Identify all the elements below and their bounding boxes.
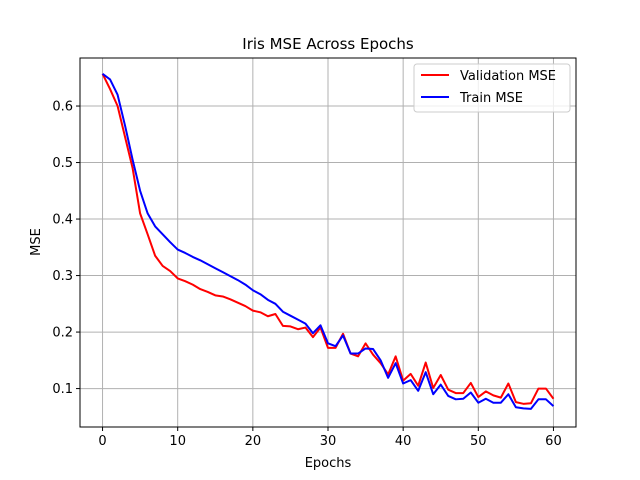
x-axis-label: Epochs [305, 456, 352, 471]
axis-ticks: 0 10 20 30 40 50 60 0.1 0.2 0.3 0.4 0.5 0.6 [52, 100, 561, 449]
y-tick-label: 0.5 [52, 156, 73, 171]
legend-label-train: Train MSE [459, 91, 523, 106]
grid-lines [80, 58, 576, 427]
validation-mse-line [101, 73, 555, 405]
y-axis-label: MSE [29, 228, 44, 256]
x-tick-label: 20 [245, 434, 262, 449]
legend-label-validation: Validation MSE [460, 69, 556, 84]
series-layer [101, 73, 555, 410]
y-tick-label: 0.3 [52, 269, 73, 284]
x-tick-label: 0 [98, 434, 106, 449]
chart-title: Iris MSE Across Epochs [242, 35, 414, 53]
legend: Validation MSE Train MSE [413, 63, 571, 113]
y-tick-label: 0.1 [52, 382, 73, 397]
x-tick-label: 60 [545, 434, 562, 449]
train-mse-line [101, 73, 555, 410]
x-tick-label: 50 [470, 434, 487, 449]
legend-box [413, 63, 571, 113]
x-tick-label: 10 [169, 434, 186, 449]
y-tick-label: 0.6 [52, 100, 73, 115]
x-tick-label: 30 [320, 434, 337, 449]
y-tick-label: 0.4 [52, 213, 73, 228]
y-tick-label: 0.2 [52, 326, 73, 341]
x-tick-label: 40 [395, 434, 412, 449]
